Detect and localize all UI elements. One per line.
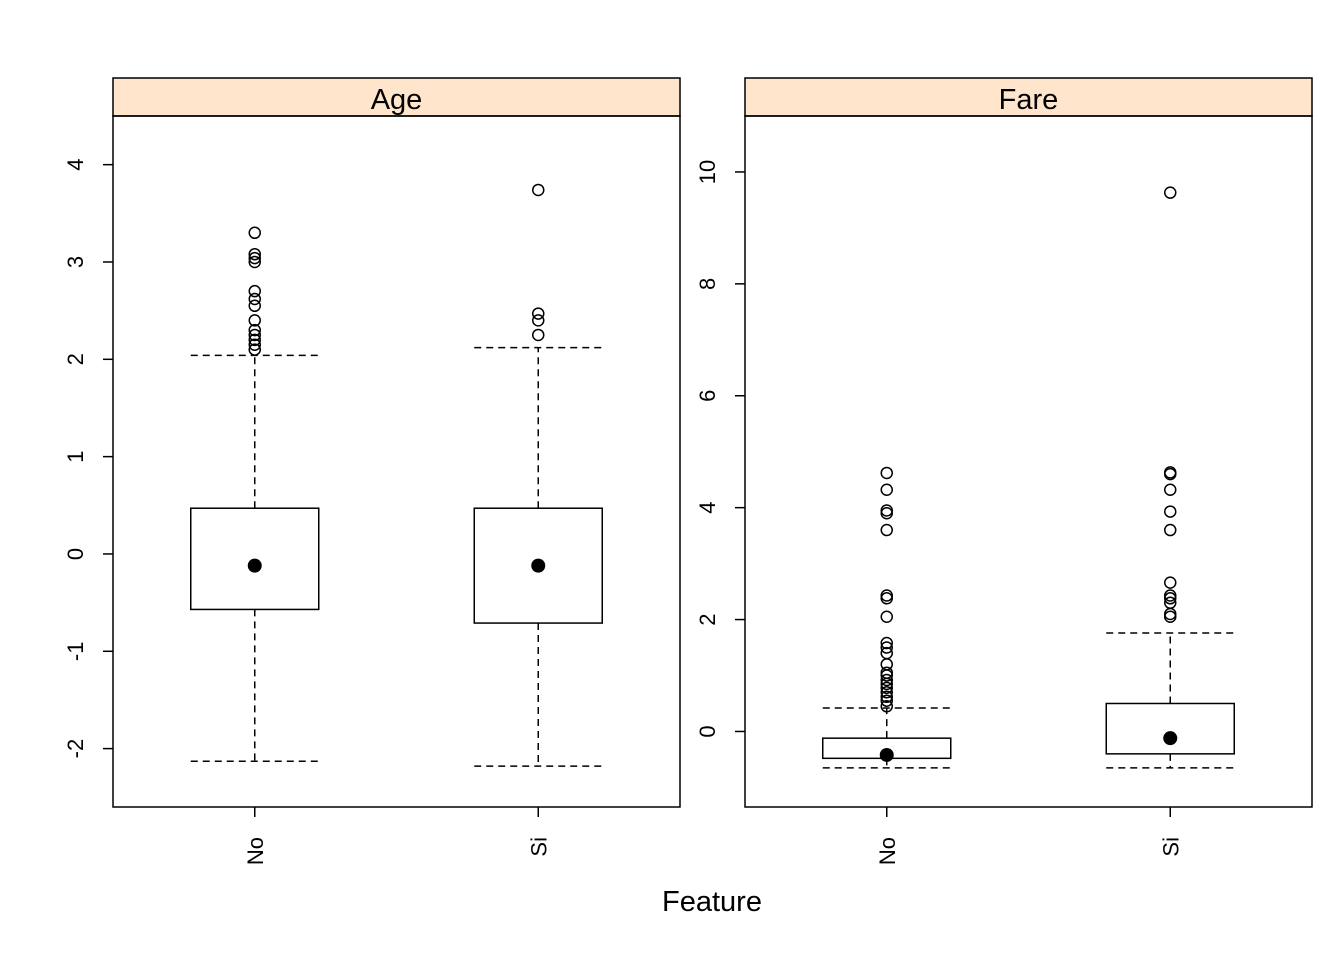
- outlier-point: [1164, 466, 1177, 479]
- outlier-point: [248, 323, 261, 337]
- outlier-point: [1164, 596, 1177, 610]
- outlier-point: [532, 183, 545, 197]
- x-tick-label-fare: Si: [1158, 837, 1183, 857]
- outlier-point: [880, 686, 893, 699]
- outlier-point: [880, 700, 893, 713]
- outlier-point: [532, 328, 545, 342]
- outlier-point: [1164, 505, 1177, 518]
- median-point: [879, 747, 894, 762]
- outlier-point: [248, 251, 261, 265]
- outlier-point: [880, 636, 893, 650]
- outlier-point: [248, 247, 261, 261]
- plot-frame-age: [112, 115, 681, 808]
- outlier-point: [880, 483, 893, 497]
- outlier-point: [1164, 186, 1177, 199]
- y-tick-label-fare: 6: [695, 390, 720, 402]
- box-fare-si: [1105, 186, 1235, 769]
- outlier-point: [248, 338, 261, 351]
- outlier-point: [880, 673, 893, 687]
- outlier-point: [880, 466, 893, 480]
- outlier-point: [248, 333, 261, 347]
- outlier-point: [880, 690, 893, 704]
- x-tick-label-fare: No: [875, 837, 900, 865]
- panels-group: Age -2 -1 0 1 2 3 4 No Si Fare 0 2 4 6 8 10 No Si: [63, 77, 1313, 865]
- y-tick-label-age: 0: [63, 548, 88, 560]
- outlier-point: [880, 694, 893, 707]
- y-tick-label-fare: 2: [695, 613, 720, 625]
- box-fare-no: [822, 466, 952, 769]
- outlier-point: [880, 666, 893, 679]
- outlier-point: [248, 226, 261, 240]
- outlier-point: [1164, 523, 1177, 537]
- outlier-point: [880, 681, 893, 695]
- strip-label-fare: Fare: [999, 84, 1059, 116]
- box-iqr: [1105, 702, 1235, 755]
- x-tick-label-age: Si: [526, 837, 551, 857]
- outlier-point: [880, 658, 893, 671]
- median-point: [1163, 731, 1178, 746]
- y-tick-label-fare: 8: [695, 278, 720, 290]
- outlier-point: [248, 284, 261, 298]
- y-tick-label-fare: 4: [695, 502, 720, 514]
- x-axis-title: Feature: [662, 886, 762, 918]
- y-tick-label-age: 4: [63, 159, 88, 171]
- strip-age: [112, 77, 681, 117]
- outlier-point: [248, 343, 261, 356]
- plot-frame-fare: [744, 115, 1313, 808]
- median-point: [531, 558, 546, 573]
- strip-label-age: Age: [371, 84, 423, 116]
- y-tick-label-age: 1: [63, 451, 88, 463]
- outlier-point: [880, 641, 893, 654]
- outlier-point: [532, 307, 545, 320]
- x-tick-label-age: No: [243, 837, 268, 865]
- outlier-point: [880, 504, 893, 517]
- outlier-point: [880, 523, 893, 537]
- panel-fare: Fare 0 2 4 6 8 10 No Si: [695, 77, 1313, 865]
- outlier-point: [880, 610, 893, 624]
- y-tick-label-age: -1: [63, 642, 88, 662]
- outlier-point: [248, 299, 261, 313]
- outlier-point: [248, 328, 261, 342]
- outlier-point: [1164, 576, 1177, 589]
- box-age-no: [190, 226, 320, 763]
- box-age-si: [473, 183, 603, 767]
- outlier-point: [880, 589, 893, 602]
- outlier-point: [532, 314, 545, 327]
- y-tick-label-age: -2: [63, 739, 88, 759]
- y-tick-label-fare: 0: [695, 725, 720, 737]
- median-point: [247, 558, 262, 573]
- outlier-point: [248, 314, 261, 327]
- y-tick-label-age: 3: [63, 256, 88, 268]
- outlier-point: [248, 292, 261, 306]
- outlier-point: [880, 646, 893, 660]
- y-tick-label-fare: 10: [695, 160, 720, 184]
- y-tick-label-age: 2: [63, 353, 88, 365]
- panel-age: Age -2 -1 0 1 2 3 4 No Si: [63, 77, 681, 865]
- outlier-point: [1164, 483, 1177, 497]
- outlier-point: [248, 255, 261, 269]
- outlier-point: [1164, 589, 1177, 602]
